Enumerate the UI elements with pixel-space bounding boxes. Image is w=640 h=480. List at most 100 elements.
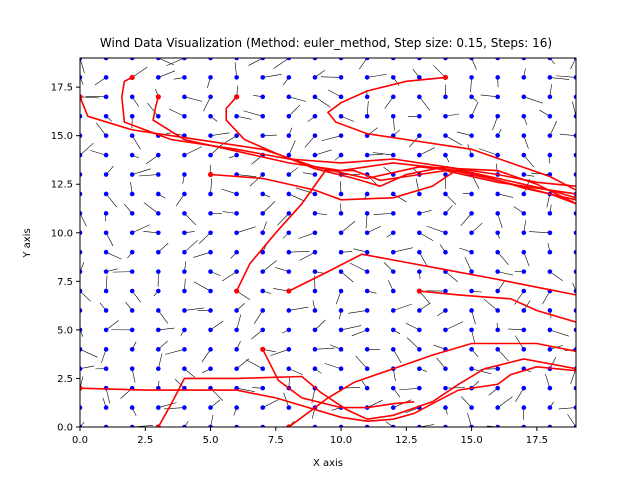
grid-point <box>312 58 318 61</box>
grid-point <box>80 133 83 138</box>
grid-point <box>443 308 448 313</box>
y-tick-label: 12.5 <box>51 180 73 191</box>
wind-arrow <box>210 132 230 136</box>
grid-point <box>390 75 396 80</box>
grid-point <box>80 269 83 274</box>
wind-arrow <box>80 365 95 370</box>
y-tick-label: 5.0 <box>57 325 73 336</box>
grid-point <box>364 269 370 274</box>
wind-arrow <box>143 231 159 234</box>
trajectory-line <box>157 358 576 427</box>
wind-arrow <box>80 115 81 117</box>
wind-arrow <box>523 96 543 104</box>
wind-arrow <box>131 58 133 59</box>
x-tick-label: 2.5 <box>137 435 153 446</box>
grid-point <box>80 366 83 372</box>
grid-point <box>129 211 135 216</box>
wind-arrow <box>558 407 576 410</box>
grid-point <box>338 191 344 197</box>
grid-point <box>573 152 576 158</box>
wind-arrow <box>236 387 255 392</box>
wind-arrow <box>567 413 576 427</box>
grid-point <box>469 405 474 410</box>
wind-arrow <box>166 58 185 67</box>
plot-area <box>80 58 576 427</box>
grid-point <box>521 230 527 236</box>
grid-point <box>547 347 553 352</box>
wind-arrow <box>393 303 412 311</box>
grid-point <box>156 249 161 255</box>
wind-arrow <box>549 120 558 136</box>
grid-point <box>260 172 266 177</box>
grid-point <box>495 230 500 236</box>
grid-point <box>521 288 527 294</box>
grid-point <box>234 75 239 80</box>
y-tick-label: 7.5 <box>57 277 73 288</box>
grid-point <box>312 327 318 333</box>
grid-point <box>208 347 213 352</box>
y-axis-label: Y axis <box>22 228 33 258</box>
wind-arrow <box>575 329 576 331</box>
grid-point <box>390 424 396 427</box>
grid-point <box>364 58 370 61</box>
wind-arrow <box>80 251 81 253</box>
grid-point <box>80 191 83 197</box>
wind-arrow <box>236 174 257 177</box>
wind-arrow <box>480 94 498 98</box>
wind-arrow <box>445 135 463 146</box>
wind-arrow <box>523 252 530 267</box>
wind-arrow <box>575 387 576 389</box>
wind-arrow <box>367 426 368 427</box>
grid-point <box>417 211 422 216</box>
grid-point <box>182 405 187 410</box>
wind-arrow <box>147 102 159 117</box>
wind-arrow <box>393 349 402 364</box>
grid-point <box>573 327 576 333</box>
grid-point <box>338 94 344 100</box>
wind-arrow <box>445 113 460 117</box>
wind-arrow <box>341 58 342 59</box>
wind-arrow <box>184 307 205 311</box>
grid-point <box>312 347 318 352</box>
wind-arrow <box>132 66 148 78</box>
grid-point <box>573 385 576 391</box>
grid-point <box>469 269 474 274</box>
grid-point <box>286 94 292 100</box>
grid-point <box>469 133 474 138</box>
axis-ticks: 0.0 2.5 5.0 7.5 10.0 12.5 15.0 17.5 0.0 2.5 5.0 7.5… <box>51 83 548 446</box>
wind-arrow <box>542 290 551 305</box>
grid-point <box>417 366 422 372</box>
grid-point <box>312 172 318 177</box>
grid-point <box>234 191 239 197</box>
grid-point <box>390 347 396 352</box>
wind-arrow <box>210 320 224 331</box>
y-tick-label: 10.0 <box>51 228 73 239</box>
grid-point <box>469 58 474 61</box>
grid-point <box>156 308 161 313</box>
grid-point <box>521 191 527 197</box>
grid-point <box>469 230 474 236</box>
grid-point <box>286 113 292 119</box>
grid-point <box>364 366 370 372</box>
grid-point <box>521 58 527 61</box>
wind-arrow <box>288 251 310 253</box>
grid-point <box>547 211 553 216</box>
x-tick-label: 15.0 <box>460 435 482 446</box>
grid-point <box>547 152 553 158</box>
grid-point <box>286 249 292 255</box>
grid-point <box>573 269 576 274</box>
wind-arrow <box>575 251 576 253</box>
grid-point <box>129 230 135 236</box>
grid-point <box>443 133 448 138</box>
grid-point <box>573 113 576 119</box>
grid-point <box>208 269 213 274</box>
wind-arrow <box>384 96 394 109</box>
wind-arrow <box>295 187 316 195</box>
grid-point <box>286 366 292 372</box>
wind-arrow <box>426 225 446 234</box>
grid-point <box>443 424 448 427</box>
grid-point <box>495 269 500 274</box>
grid-point <box>521 133 527 138</box>
grid-point <box>234 152 239 158</box>
wind-arrow <box>80 213 87 227</box>
